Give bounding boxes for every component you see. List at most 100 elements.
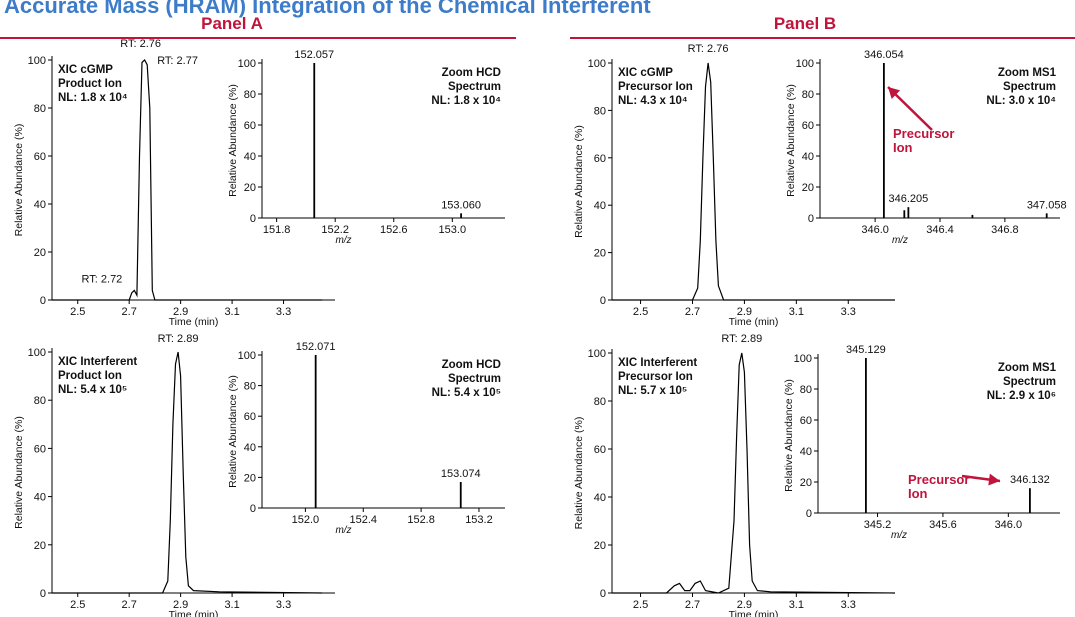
x-tick-label: 2.9 xyxy=(173,306,188,318)
y-axis-label: Relative Abundance (%) xyxy=(13,416,25,529)
y-tick-label: 80 xyxy=(244,89,256,101)
x-tick-label: 151.8 xyxy=(263,224,291,236)
y-axis-label: Relative Abundance (%) xyxy=(783,379,795,492)
trace xyxy=(52,351,323,594)
x-tick-label: 2.9 xyxy=(737,599,752,611)
x-tick-label: 3.3 xyxy=(841,306,856,318)
y-tick-label: 20 xyxy=(594,540,606,552)
y-tick-label: 80 xyxy=(800,384,812,396)
x-tick-label: 2.7 xyxy=(122,306,137,318)
x-tick-label: 152.6 xyxy=(380,224,408,236)
y-tick-label: 20 xyxy=(800,477,812,489)
y-tick-label: 100 xyxy=(588,58,606,70)
peak-annotation: RT: 2.89 xyxy=(721,333,762,345)
x-axis-label: m/z xyxy=(892,235,908,246)
y-tick-label: 40 xyxy=(594,200,606,212)
y-tick-label: 80 xyxy=(34,103,46,115)
trace-label: Product Ion xyxy=(58,370,122,382)
y-axis-label: Relative Abundance (%) xyxy=(573,125,585,238)
x-tick-label: 3.1 xyxy=(789,306,804,318)
x-tick-label: 153.0 xyxy=(439,224,467,236)
y-tick-label: 20 xyxy=(34,540,46,552)
y-tick-label: 0 xyxy=(40,588,46,600)
y-tick-label: 20 xyxy=(802,182,814,194)
peak-annotation: RT: 2.72 xyxy=(82,273,123,285)
x-tick-label: 3.3 xyxy=(841,599,856,611)
peak-label: 152.057 xyxy=(294,49,334,61)
x-tick-label: 2.9 xyxy=(737,306,752,318)
callout-arrowhead xyxy=(888,87,901,99)
y-tick-label: 40 xyxy=(802,151,814,163)
trace xyxy=(612,62,895,301)
y-tick-label: 100 xyxy=(794,353,812,365)
y-tick-label: 60 xyxy=(800,415,812,427)
y-tick-label: 60 xyxy=(34,443,46,455)
trace-label: Precursor Ion xyxy=(618,81,693,93)
trace-label: Spectrum xyxy=(448,373,501,385)
y-tick-label: 20 xyxy=(34,247,46,259)
callout-text: Precursor Ion xyxy=(893,126,955,155)
peak-label: 153.060 xyxy=(441,199,481,211)
panel-title: Panel A xyxy=(201,14,263,33)
y-tick-label: 0 xyxy=(600,588,606,600)
x-tick-label: 153.2 xyxy=(465,514,493,526)
trace-label: XIC Interferent xyxy=(618,357,697,369)
x-tick-label: 2.5 xyxy=(633,306,648,318)
trace-label: Zoom MS1 xyxy=(998,362,1057,374)
trace-label: NL: 5.4 x 10⁵ xyxy=(432,387,501,399)
y-tick-label: 60 xyxy=(244,120,256,132)
y-tick-label: 0 xyxy=(806,508,812,520)
x-tick-label: 346.0 xyxy=(995,519,1023,531)
trace-label: Zoom MS1 xyxy=(998,67,1057,79)
trace-label: NL: 5.7 x 10⁵ xyxy=(618,385,687,397)
x-axis-label: Time (min) xyxy=(729,316,779,328)
trace-label: XIC Interferent xyxy=(58,356,137,368)
x-tick-label: 3.1 xyxy=(224,599,239,611)
y-tick-label: 60 xyxy=(802,120,814,132)
x-tick-label: 346.8 xyxy=(991,224,1019,236)
x-tick-label: 152.0 xyxy=(292,514,320,526)
x-tick-label: 346.4 xyxy=(926,224,954,236)
y-tick-label: 20 xyxy=(244,472,256,484)
trace-label: Spectrum xyxy=(1003,376,1056,388)
y-tick-label: 0 xyxy=(250,503,256,515)
x-tick-label: 2.9 xyxy=(173,599,188,611)
trace xyxy=(612,352,896,594)
panel-title: Panel B xyxy=(774,14,836,33)
trace-label: Zoom HCD xyxy=(442,67,501,79)
x-axis-label: m/z xyxy=(335,235,351,246)
y-tick-label: 60 xyxy=(34,151,46,163)
trace-label: XIC cGMP xyxy=(58,64,113,76)
y-tick-label: 20 xyxy=(244,182,256,194)
x-tick-label: 3.1 xyxy=(224,306,239,318)
y-tick-label: 100 xyxy=(28,55,46,67)
y-tick-label: 60 xyxy=(594,153,606,165)
y-tick-label: 80 xyxy=(34,395,46,407)
x-axis-label: Time (min) xyxy=(729,609,779,617)
trace-label: NL: 5.4 x 10⁵ xyxy=(58,384,127,396)
y-axis-label: Relative Abundance (%) xyxy=(227,375,239,488)
x-tick-label: 3.3 xyxy=(276,599,291,611)
peak-label: 152.071 xyxy=(296,341,336,353)
x-tick-label: 3.3 xyxy=(276,306,291,318)
peak-label: 347.058 xyxy=(1027,199,1067,211)
y-tick-label: 100 xyxy=(796,58,814,70)
x-tick-label: 3.1 xyxy=(789,599,804,611)
y-tick-label: 40 xyxy=(244,151,256,163)
x-tick-label: 152.2 xyxy=(321,224,349,236)
y-tick-label: 80 xyxy=(244,381,256,393)
x-tick-label: 152.4 xyxy=(349,514,377,526)
y-tick-label: 40 xyxy=(34,199,46,211)
y-tick-label: 40 xyxy=(34,492,46,504)
x-axis-label: m/z xyxy=(335,525,351,536)
y-tick-label: 100 xyxy=(238,58,256,70)
trace-label: Zoom HCD xyxy=(442,359,501,371)
trace-label: NL: 4.3 x 10⁴ xyxy=(618,95,688,107)
peak-label: 153.074 xyxy=(441,468,481,480)
y-tick-label: 100 xyxy=(238,350,256,362)
trace-label: Spectrum xyxy=(1003,81,1056,93)
y-tick-label: 0 xyxy=(808,213,814,225)
trace-label: Precursor Ion xyxy=(618,371,693,383)
